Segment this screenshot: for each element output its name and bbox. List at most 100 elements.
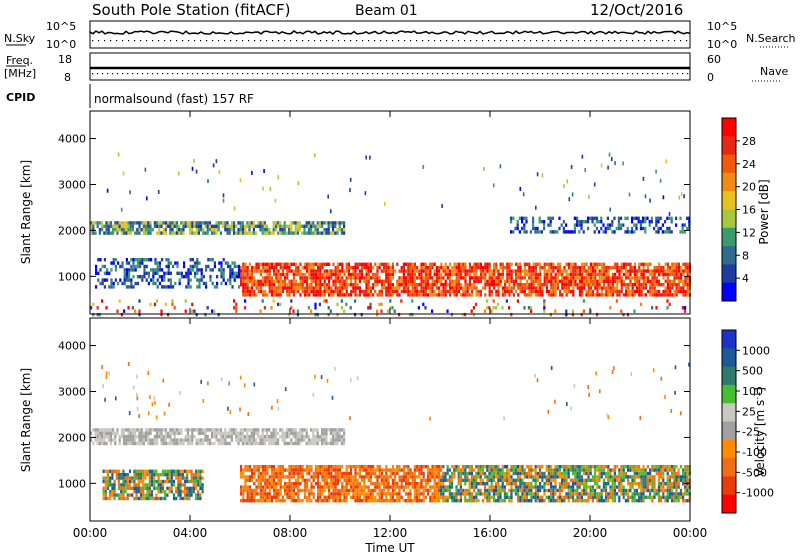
range-cell [686, 279, 689, 283]
range-cell [266, 272, 269, 277]
range-cell [361, 269, 364, 273]
range-cell [539, 482, 542, 486]
range-cell [319, 286, 322, 290]
range-cell [345, 465, 348, 469]
range-cell [321, 468, 324, 472]
range-cell [405, 279, 408, 283]
range-cell [470, 499, 473, 503]
range-cell [262, 262, 265, 266]
range-cell [160, 221, 163, 225]
range-cell [451, 478, 454, 482]
range-cell [96, 312, 99, 317]
range-cell [253, 293, 256, 297]
range-cell [281, 279, 284, 283]
range-cell [576, 223, 579, 227]
range-cell [330, 465, 333, 469]
range-cell [394, 269, 397, 273]
range-cell [299, 262, 302, 266]
range-cell [272, 428, 275, 432]
range-cell [167, 224, 170, 228]
range-cell [644, 283, 647, 287]
range-cell [257, 286, 260, 290]
range-cell [444, 272, 447, 277]
range-cell [678, 195, 681, 200]
range-cell [376, 478, 379, 482]
range-cell [383, 485, 386, 489]
range-cell [251, 266, 254, 270]
range-cell [435, 276, 438, 280]
range-cell [259, 499, 262, 503]
range-cell [308, 283, 311, 287]
range-cell [230, 221, 233, 225]
range-cell [273, 269, 276, 273]
range-cell [97, 278, 100, 282]
range-cell [136, 281, 139, 286]
range-cell [468, 283, 471, 287]
range-cell [217, 441, 220, 446]
range-cell [466, 283, 469, 287]
range-cell [231, 271, 234, 275]
range-cell [466, 293, 469, 297]
nave-dot [552, 73, 554, 75]
range-cell [253, 499, 256, 503]
range-cell [475, 492, 478, 496]
range-cell [211, 268, 214, 272]
range-cell [310, 231, 313, 235]
range-cell [292, 272, 295, 277]
range-cell [552, 289, 555, 294]
range-cell [468, 465, 471, 469]
range-cell [580, 482, 583, 486]
range-cell [383, 283, 386, 287]
range-cell [563, 289, 566, 294]
range-cell [251, 276, 254, 280]
range-cell [420, 293, 423, 297]
range-cell [519, 499, 522, 503]
range-cell [451, 495, 454, 499]
range-cell [178, 281, 181, 286]
range-cell [345, 276, 348, 280]
range-cell [668, 302, 671, 307]
range-cell [499, 499, 502, 503]
range-cell [242, 276, 245, 280]
range-cell [222, 435, 225, 439]
range-cell [475, 266, 478, 270]
nave-dot [97, 73, 99, 75]
range-cell [140, 441, 143, 446]
range-cell [600, 289, 603, 294]
range-cell [374, 289, 377, 294]
range-cell [330, 276, 333, 280]
range-cell [308, 465, 311, 469]
range-cell [671, 279, 674, 283]
range-cell [301, 488, 304, 493]
range-cell [139, 275, 142, 279]
range-cell [367, 465, 370, 469]
range-cell [248, 478, 251, 482]
range-cell [547, 478, 550, 482]
range-cell [95, 264, 98, 269]
range-cell [497, 495, 500, 499]
range-cell [492, 468, 495, 472]
range-cell [184, 224, 187, 228]
range-cell [572, 279, 575, 283]
range-cell [607, 482, 610, 486]
nsearch-dot [566, 40, 568, 42]
nsearch-dot [596, 40, 598, 42]
range-cell [427, 293, 430, 297]
range-cell [226, 221, 229, 225]
range-cell [596, 283, 599, 287]
range-cell [343, 272, 346, 277]
range-cell [345, 302, 348, 307]
range-cell [138, 231, 141, 235]
range-cell [295, 485, 298, 489]
range-cell [573, 216, 576, 220]
range-cell [301, 276, 304, 280]
range-cell [673, 262, 676, 266]
range-cell [548, 269, 551, 273]
range-cell [142, 441, 145, 446]
range-cell [528, 266, 531, 270]
range-cell [317, 482, 320, 486]
range-cell [416, 468, 419, 472]
range-cell [534, 485, 537, 489]
range-cell [262, 488, 265, 493]
range-cell [279, 276, 282, 280]
